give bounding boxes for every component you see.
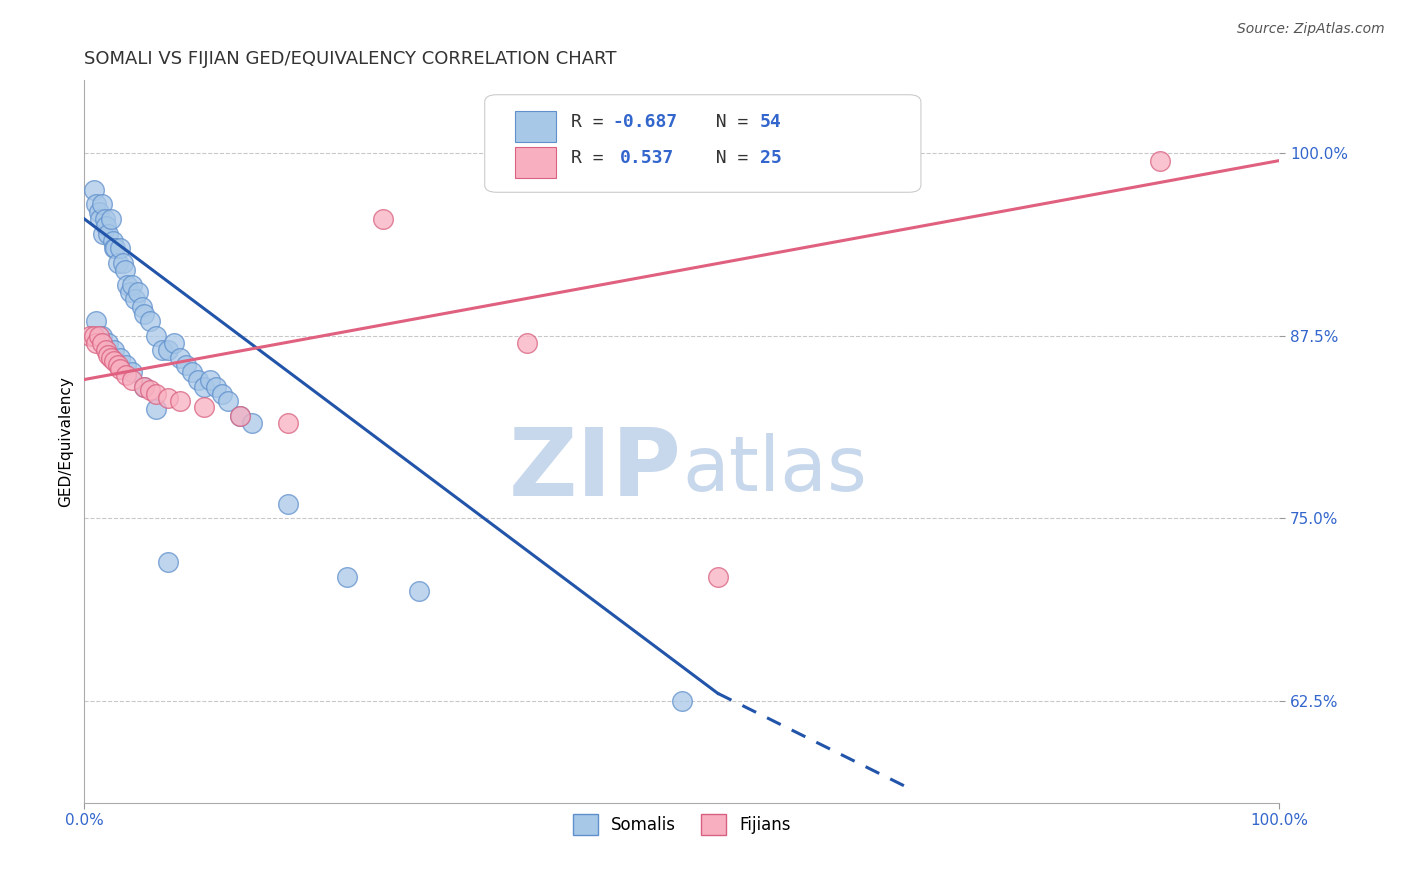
Text: atlas: atlas	[682, 434, 866, 508]
Point	[103, 353, 125, 368]
Point	[121, 365, 143, 379]
Point	[101, 234, 124, 248]
Point	[163, 336, 186, 351]
Y-axis label: GED/Equivalency: GED/Equivalency	[58, 376, 73, 507]
Point	[193, 401, 215, 415]
Point	[336, 569, 359, 583]
Point	[169, 351, 191, 365]
Point	[110, 351, 132, 365]
Point	[277, 417, 299, 431]
Text: 0.537: 0.537	[620, 149, 673, 168]
Point	[150, 343, 173, 358]
Point	[104, 241, 127, 255]
Point	[111, 256, 134, 270]
Point	[107, 358, 129, 372]
Point	[240, 417, 263, 431]
Point	[83, 183, 105, 197]
Text: R =: R =	[571, 149, 626, 168]
FancyBboxPatch shape	[515, 112, 557, 142]
Point	[91, 328, 114, 343]
Point	[107, 256, 129, 270]
Text: SOMALI VS FIJIAN GED/EQUIVALENCY CORRELATION CHART: SOMALI VS FIJIAN GED/EQUIVALENCY CORRELA…	[84, 50, 617, 68]
Point	[103, 343, 125, 358]
Point	[114, 263, 136, 277]
Point	[139, 383, 162, 397]
FancyBboxPatch shape	[515, 147, 557, 178]
Point	[86, 336, 108, 351]
Point	[100, 211, 122, 226]
Point	[277, 497, 299, 511]
Point	[408, 584, 430, 599]
Point	[229, 409, 252, 423]
Point	[132, 307, 156, 321]
Point	[131, 300, 153, 314]
Point	[124, 292, 146, 306]
Point	[169, 394, 191, 409]
Point	[193, 380, 215, 394]
Point	[121, 372, 143, 386]
Point	[86, 314, 108, 328]
Point	[115, 368, 138, 383]
Point	[87, 204, 110, 219]
Point	[97, 227, 120, 241]
Point	[100, 351, 122, 365]
Point	[187, 372, 209, 386]
Point	[181, 365, 204, 379]
Point	[516, 336, 538, 351]
Point	[157, 392, 180, 406]
Point	[671, 693, 693, 707]
Text: 54: 54	[759, 113, 782, 131]
Point	[94, 343, 117, 358]
Text: 25: 25	[759, 149, 782, 168]
Point	[229, 409, 252, 423]
Text: N =: N =	[695, 113, 759, 131]
Point	[94, 219, 117, 234]
Text: R =: R =	[571, 113, 614, 131]
Point	[89, 211, 111, 226]
Point	[373, 211, 395, 226]
Point	[707, 569, 730, 583]
FancyBboxPatch shape	[485, 95, 921, 193]
Point	[157, 343, 180, 358]
Point	[217, 394, 239, 409]
Point	[145, 387, 167, 401]
Point	[157, 555, 180, 569]
Point	[83, 328, 105, 343]
Point	[139, 314, 162, 328]
Point	[127, 285, 149, 299]
Point	[79, 328, 101, 343]
Text: N =: N =	[695, 149, 759, 168]
Point	[121, 277, 143, 292]
Point	[174, 358, 197, 372]
Point	[205, 380, 228, 394]
Point	[97, 348, 120, 362]
Point	[91, 336, 114, 351]
Legend: Somalis, Fijians: Somalis, Fijians	[567, 808, 797, 841]
Point	[132, 380, 156, 394]
Point	[87, 328, 110, 343]
Text: ZIP: ZIP	[509, 425, 682, 516]
Point	[1149, 153, 1171, 168]
Point	[97, 336, 120, 351]
Point	[93, 211, 115, 226]
Point	[91, 197, 114, 211]
Point	[103, 241, 125, 255]
Point	[86, 197, 108, 211]
Point	[145, 328, 167, 343]
Point	[145, 401, 167, 416]
Point	[93, 227, 115, 241]
Point	[211, 387, 233, 401]
Point	[115, 358, 138, 372]
Point	[110, 362, 132, 376]
Text: -0.687: -0.687	[613, 113, 678, 131]
Point	[198, 372, 221, 386]
Point	[117, 277, 139, 292]
Text: Source: ZipAtlas.com: Source: ZipAtlas.com	[1237, 22, 1385, 37]
Point	[132, 380, 156, 394]
Point	[118, 285, 141, 299]
Point	[110, 241, 132, 255]
